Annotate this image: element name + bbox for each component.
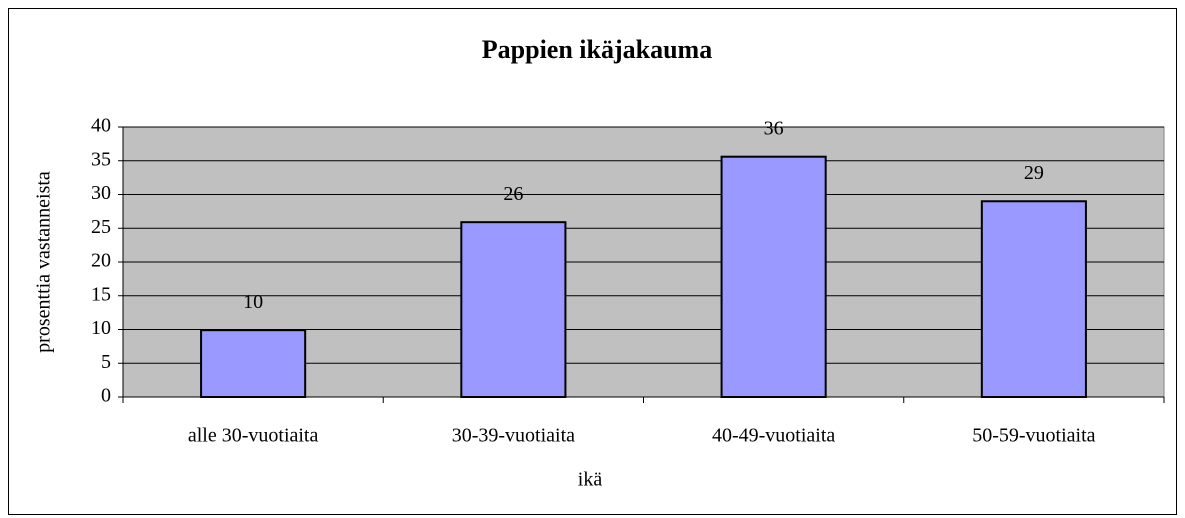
x-axis-label: ikä — [578, 469, 603, 491]
data-label: 36 — [764, 117, 784, 139]
bar — [200, 329, 307, 398]
data-label: 10 — [243, 291, 263, 313]
x-tick-label: 50-59-vuotiaita — [972, 425, 1095, 447]
y-tick-label: 5 — [101, 351, 111, 373]
y-axis-label: prosenttia vastanneista — [33, 171, 55, 353]
bar — [980, 200, 1087, 398]
data-label: 29 — [1024, 162, 1044, 184]
bar — [460, 221, 567, 398]
x-tick-label: 30-39-vuotiaita — [452, 425, 575, 447]
x-tick-label: 40-49-vuotiaita — [712, 425, 835, 447]
y-tick-label: 10 — [91, 317, 111, 339]
y-tick-label: 30 — [91, 182, 111, 204]
y-tick-label: 15 — [91, 283, 111, 305]
y-tick-label: 40 — [91, 115, 111, 137]
y-tick-label: 35 — [91, 148, 111, 170]
y-tick-label: 25 — [91, 216, 111, 238]
data-label: 26 — [503, 183, 523, 205]
y-tick-label: 0 — [101, 385, 111, 407]
y-tick-label: 20 — [91, 250, 111, 272]
x-tick-label: alle 30-vuotiaita — [188, 425, 319, 447]
bar — [720, 155, 827, 398]
chart-title: Pappien ikäjakauma — [482, 35, 712, 64]
